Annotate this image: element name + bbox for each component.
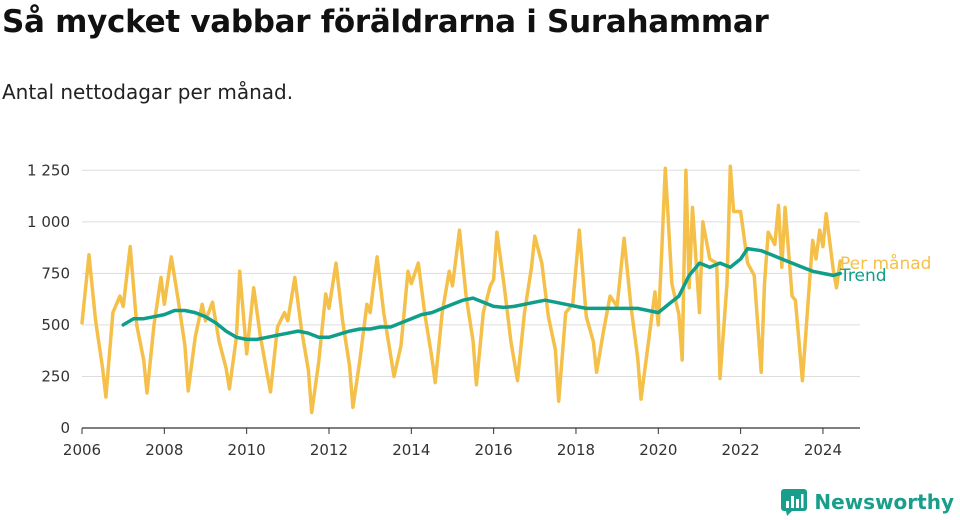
gridlines — [82, 169, 860, 377]
axes: 0 250 500 750 1 000 1 250 2006 2008 2010 2012 2014… — [27, 161, 860, 459]
x-tick-label: 2024 — [804, 441, 842, 459]
x-tick-label: 2014 — [392, 441, 430, 459]
chart-title: Så mycket vabbar föräldrarna i Surahamma… — [2, 4, 769, 40]
brand-logo: Newsworthy — [780, 488, 954, 516]
series-label-trend: Trend — [839, 266, 887, 286]
x-tick-label: 2022 — [722, 441, 760, 459]
y-tick-label: 1 000 — [27, 213, 70, 231]
x-tick-label: 2006 — [63, 441, 101, 459]
y-tick-label: 250 — [41, 367, 70, 385]
x-tick-label: 2012 — [310, 441, 348, 459]
x-tick-label: 2020 — [639, 441, 677, 459]
brand-name: Newsworthy — [814, 490, 954, 514]
x-tick-label: 2016 — [475, 441, 513, 459]
x-tick-label: 2018 — [557, 441, 595, 459]
y-tick-label: 1 250 — [27, 161, 70, 179]
series-line-per-manad — [80, 164, 842, 415]
y-tick-label: 750 — [41, 264, 70, 282]
chart-subtitle: Antal nettodagar per månad. — [2, 80, 294, 104]
series-label-per-manad: Per månad — [840, 253, 931, 274]
newsworthy-logo-icon — [781, 489, 808, 516]
y-tick-label: 0 — [60, 419, 70, 437]
series-line-trend — [121, 246, 842, 342]
x-tick-label: 2010 — [228, 441, 266, 459]
y-tick-label: 500 — [41, 316, 70, 334]
series-lines — [80, 164, 842, 415]
x-tick-label: 2008 — [145, 441, 183, 459]
